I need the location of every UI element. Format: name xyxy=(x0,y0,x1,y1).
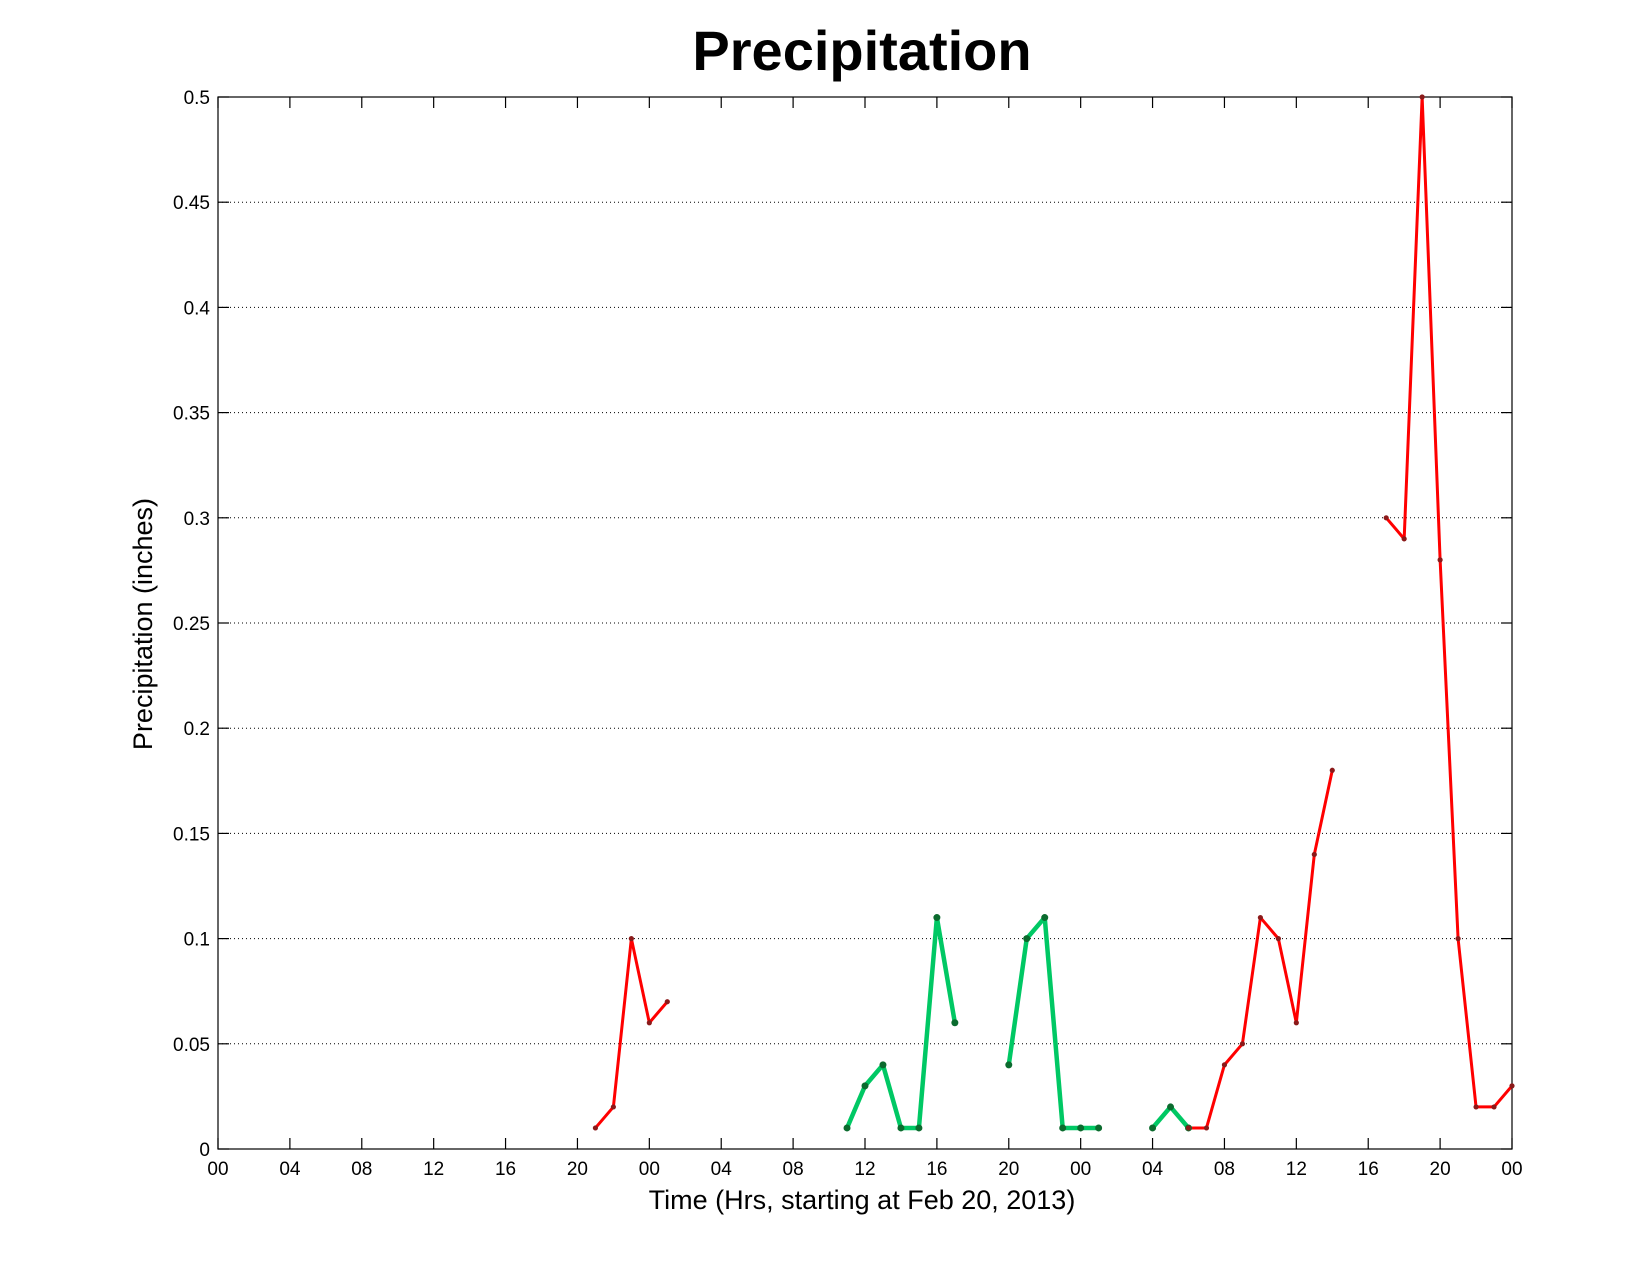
x-tick-label: 12 xyxy=(423,1159,444,1180)
data-point xyxy=(646,1020,652,1026)
data-point xyxy=(1167,1103,1175,1111)
data-point xyxy=(1257,914,1263,921)
data-point xyxy=(1185,1125,1192,1131)
x-tick-label: 00 xyxy=(639,1159,660,1180)
data-point xyxy=(1455,936,1461,942)
x-tick-label: 20 xyxy=(567,1159,588,1180)
data-point xyxy=(951,1019,959,1027)
x-tick-label: 16 xyxy=(1358,1159,1379,1180)
x-axis-label: Time (Hrs, starting at Feb 20, 2013) xyxy=(649,1185,1076,1215)
data-point xyxy=(879,1061,887,1069)
data-point xyxy=(1383,515,1389,521)
data-point xyxy=(897,1124,905,1132)
data-point xyxy=(1329,767,1335,773)
data-point xyxy=(1221,1062,1228,1068)
data-point xyxy=(1275,936,1281,942)
x-tick-label: 12 xyxy=(1286,1159,1307,1180)
x-tick-label: 20 xyxy=(1430,1159,1451,1180)
data-point xyxy=(1401,536,1407,542)
data-point xyxy=(664,999,670,1005)
data-point xyxy=(933,914,941,922)
y-tick-label: 0.5 xyxy=(184,88,210,109)
data-point xyxy=(610,1104,616,1110)
data-point xyxy=(1005,1061,1013,1069)
data-markers xyxy=(592,94,1515,1132)
series-line-6 xyxy=(1384,95,1514,1109)
x-tick-label: 00 xyxy=(207,1159,228,1180)
data-point xyxy=(628,936,634,942)
data-point xyxy=(861,1082,869,1090)
y-tick-label: 0 xyxy=(199,1140,210,1161)
data-point xyxy=(1311,851,1317,858)
x-tick-label: 04 xyxy=(279,1159,301,1180)
data-point xyxy=(1059,1124,1067,1132)
data-point xyxy=(1509,1083,1515,1089)
data-point xyxy=(1473,1104,1479,1110)
y-tick-label: 0.15 xyxy=(173,824,210,845)
x-tick-label: 08 xyxy=(351,1159,372,1180)
x-tick-label: 00 xyxy=(1501,1159,1522,1180)
y-axis-label: Precipitation (inches) xyxy=(128,498,158,750)
axis-ticks: 0 0.05 0.1 0.15 0.2 0.25 0.3 0.35 0.4 0.45 0.5 00 04… xyxy=(173,88,1523,1180)
data-point xyxy=(1491,1104,1497,1110)
y-tick-label: 0.2 xyxy=(184,719,210,740)
x-tick-label: 20 xyxy=(998,1159,1019,1180)
data-point xyxy=(1437,557,1443,563)
data-point xyxy=(1149,1124,1157,1132)
x-tick-label: 12 xyxy=(854,1159,875,1180)
data-point xyxy=(1293,1020,1299,1026)
data-point xyxy=(592,1125,599,1131)
data-point xyxy=(1203,1125,1210,1131)
data-point xyxy=(1419,94,1425,100)
y-tick-label: 0.1 xyxy=(184,930,210,951)
data-point xyxy=(1239,1041,1246,1047)
data-point xyxy=(1077,1124,1085,1132)
y-tick-label: 0.45 xyxy=(173,193,210,214)
x-tick-label: 04 xyxy=(711,1159,733,1180)
x-tick-label: 00 xyxy=(1070,1159,1091,1180)
data-point xyxy=(843,1124,851,1132)
y-tick-label: 0.25 xyxy=(173,614,210,635)
data-point xyxy=(1041,914,1049,922)
x-tick-label: 08 xyxy=(1214,1159,1235,1180)
x-tick-label: 08 xyxy=(783,1159,804,1180)
x-tick-label: 16 xyxy=(495,1159,516,1180)
data-point xyxy=(915,1124,923,1132)
data-point xyxy=(1023,935,1031,943)
y-tick-label: 0.35 xyxy=(173,404,210,425)
x-tick-label: 04 xyxy=(1142,1159,1164,1180)
data-point xyxy=(1095,1124,1103,1132)
y-tick-label: 0.4 xyxy=(184,298,211,319)
y-tick-label: 0.05 xyxy=(173,1035,210,1056)
x-tick-label: 16 xyxy=(926,1159,947,1180)
chart-title: Precipitation xyxy=(692,19,1031,82)
y-tick-label: 0.3 xyxy=(184,509,210,530)
